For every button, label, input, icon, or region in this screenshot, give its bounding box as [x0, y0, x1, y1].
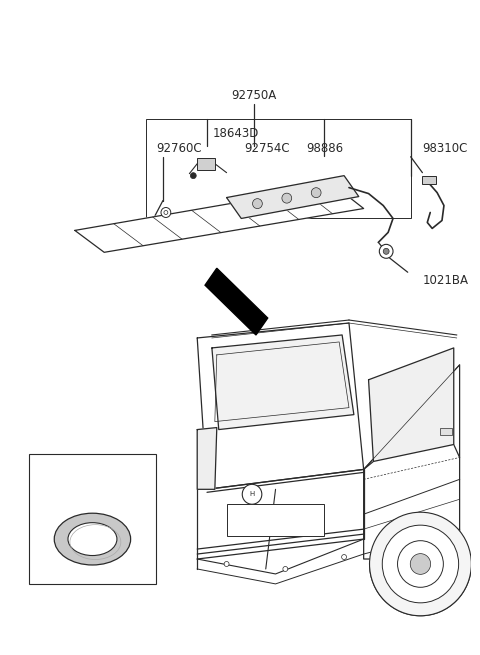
Circle shape	[242, 484, 262, 504]
Bar	[146, 119, 411, 219]
Circle shape	[161, 208, 171, 217]
Circle shape	[191, 173, 196, 179]
Text: 98886: 98886	[306, 142, 343, 155]
Circle shape	[410, 553, 431, 574]
Polygon shape	[197, 428, 217, 489]
Circle shape	[311, 188, 321, 198]
Circle shape	[397, 540, 444, 588]
Circle shape	[342, 555, 347, 559]
Text: 92760C: 92760C	[156, 142, 202, 155]
Circle shape	[282, 193, 292, 203]
Polygon shape	[205, 269, 268, 335]
Circle shape	[224, 561, 229, 567]
Polygon shape	[197, 323, 364, 489]
Bar	[29, 455, 156, 584]
Text: 92754C: 92754C	[244, 142, 290, 155]
Circle shape	[382, 525, 458, 603]
Polygon shape	[369, 348, 454, 461]
Polygon shape	[364, 365, 460, 559]
Polygon shape	[227, 176, 359, 219]
Polygon shape	[212, 335, 354, 430]
Circle shape	[383, 248, 389, 254]
Polygon shape	[75, 185, 364, 252]
Circle shape	[283, 567, 288, 571]
Ellipse shape	[54, 514, 131, 565]
Text: 98310C: 98310C	[422, 142, 468, 155]
Ellipse shape	[68, 523, 117, 555]
Bar	[227, 504, 324, 536]
Text: 84148: 84148	[74, 465, 111, 478]
Circle shape	[379, 244, 393, 258]
Text: H: H	[250, 491, 255, 497]
Circle shape	[370, 512, 471, 616]
Text: 18643D: 18643D	[213, 127, 259, 140]
Circle shape	[164, 210, 168, 214]
Text: 92750A: 92750A	[231, 90, 276, 102]
Circle shape	[382, 248, 390, 255]
Bar	[440, 428, 452, 434]
Text: 1021BA: 1021BA	[422, 274, 468, 287]
Bar	[422, 176, 436, 183]
Circle shape	[252, 198, 263, 208]
Bar	[197, 158, 215, 170]
